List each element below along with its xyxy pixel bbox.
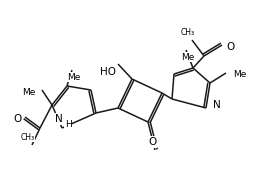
Text: O: O: [13, 114, 21, 124]
Text: Me: Me: [67, 73, 81, 82]
Text: Me: Me: [22, 87, 35, 96]
Text: Me: Me: [233, 70, 246, 79]
Text: CH₃: CH₃: [181, 28, 195, 36]
Text: CH₃: CH₃: [21, 133, 35, 142]
Text: N: N: [213, 100, 221, 110]
Text: O: O: [226, 42, 234, 52]
Text: H: H: [65, 120, 71, 129]
Text: Me: Me: [181, 53, 195, 62]
Text: O: O: [148, 137, 156, 147]
Text: HO: HO: [100, 67, 116, 77]
Text: N: N: [55, 114, 63, 124]
